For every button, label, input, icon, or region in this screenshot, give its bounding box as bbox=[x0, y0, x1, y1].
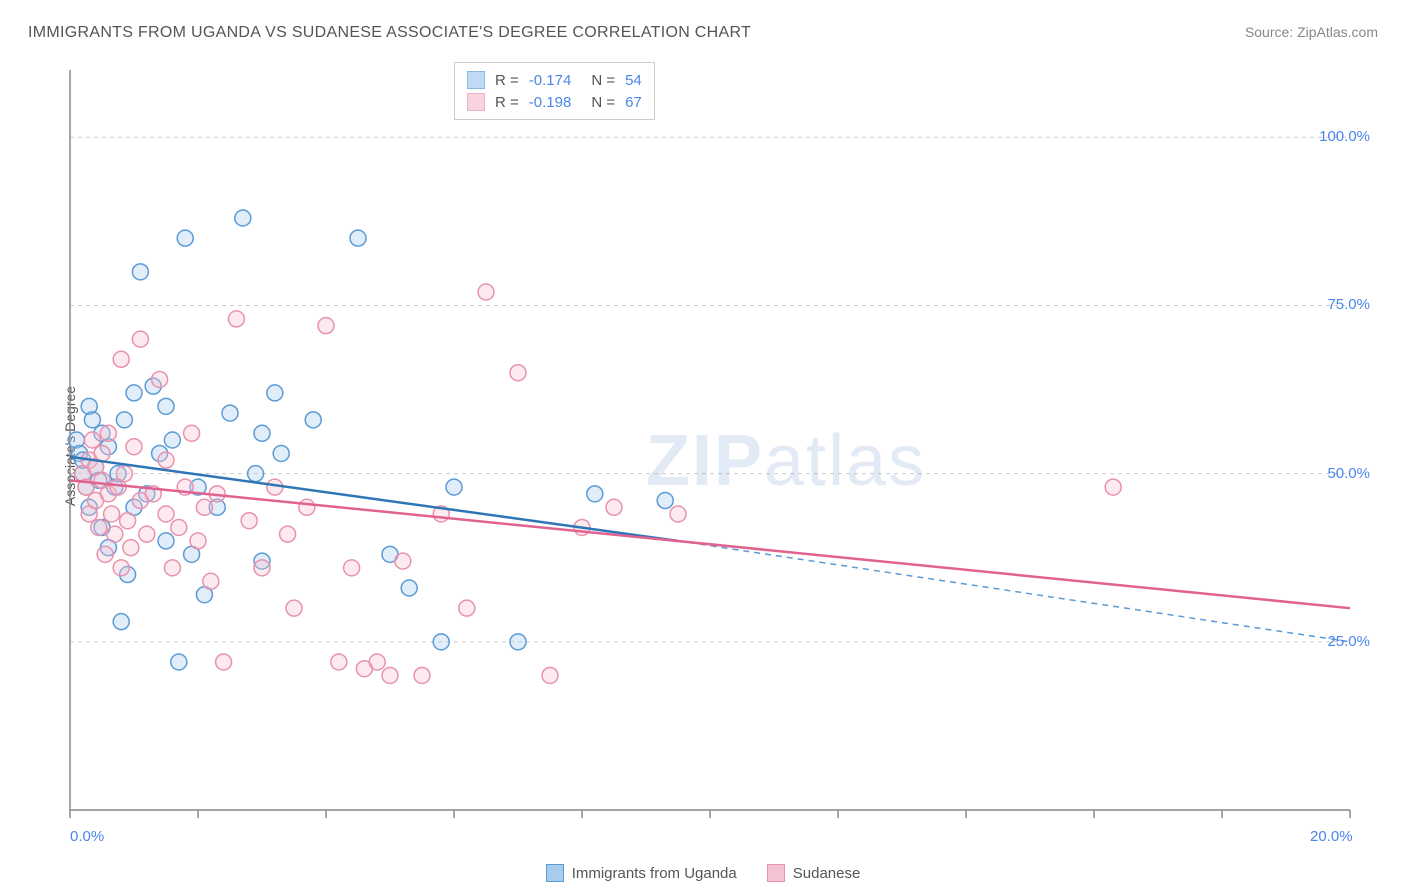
legend-item: Sudanese bbox=[767, 864, 861, 882]
series-legend: Immigrants from Uganda Sudanese bbox=[0, 864, 1406, 882]
y-tick-label: 25.0% bbox=[1327, 633, 1370, 650]
n-value: 67 bbox=[625, 94, 642, 111]
r-label: R = bbox=[495, 94, 519, 111]
y-tick-label: 75.0% bbox=[1327, 296, 1370, 313]
chart-area: R = -0.174 N = 54 R = -0.198 N = 67 ZIPa… bbox=[50, 60, 1376, 832]
correlation-legend: R = -0.174 N = 54 R = -0.198 N = 67 bbox=[454, 62, 655, 120]
legend-row: R = -0.198 N = 67 bbox=[467, 91, 642, 113]
x-tick-label: 20.0% bbox=[1310, 828, 1353, 845]
legend-swatch bbox=[546, 864, 564, 882]
n-value: 54 bbox=[625, 72, 642, 89]
legend-row: R = -0.174 N = 54 bbox=[467, 69, 642, 91]
y-tick-label: 50.0% bbox=[1327, 465, 1370, 482]
r-value: -0.174 bbox=[529, 72, 572, 89]
legend-item: Immigrants from Uganda bbox=[546, 864, 737, 882]
n-label: N = bbox=[591, 94, 615, 111]
legend-swatch bbox=[767, 864, 785, 882]
legend-label: Sudanese bbox=[793, 865, 861, 882]
legend-swatch bbox=[467, 71, 485, 89]
chart-title: IMMIGRANTS FROM UGANDA VS SUDANESE ASSOC… bbox=[28, 24, 751, 42]
scatter-chart bbox=[50, 60, 1376, 832]
legend-swatch bbox=[467, 93, 485, 111]
x-tick-label: 0.0% bbox=[70, 828, 104, 845]
n-label: N = bbox=[591, 72, 615, 89]
r-label: R = bbox=[495, 72, 519, 89]
source-attribution: Source: ZipAtlas.com bbox=[1245, 24, 1378, 40]
legend-label: Immigrants from Uganda bbox=[572, 865, 737, 882]
r-value: -0.198 bbox=[529, 94, 572, 111]
y-tick-label: 100.0% bbox=[1319, 128, 1370, 145]
